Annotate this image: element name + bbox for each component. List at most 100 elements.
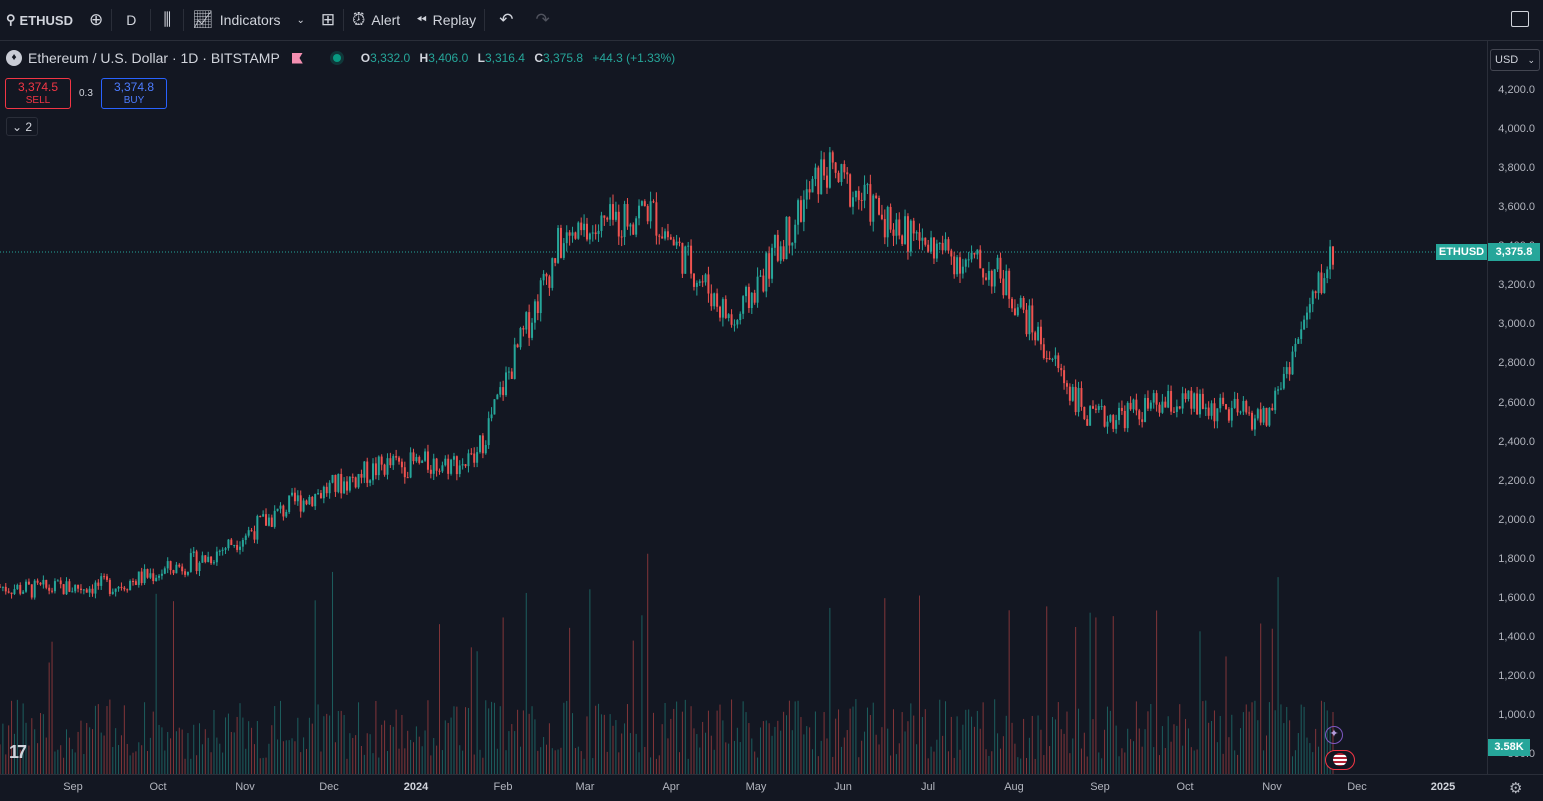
fullscreen-button[interactable] bbox=[1511, 11, 1529, 27]
candle-body bbox=[1022, 297, 1025, 310]
candle-body bbox=[143, 569, 146, 584]
time-label: Sep bbox=[63, 781, 83, 793]
volume-bar bbox=[1251, 702, 1253, 774]
volume-bar bbox=[713, 749, 715, 774]
candle-body bbox=[476, 452, 479, 463]
volume-bar bbox=[598, 703, 600, 774]
volume-bar bbox=[1294, 750, 1296, 774]
volume-bar bbox=[482, 757, 484, 774]
volume-bar bbox=[1095, 617, 1097, 774]
candle-body bbox=[904, 216, 907, 244]
candle-body bbox=[1175, 406, 1178, 412]
candle-body bbox=[62, 584, 65, 595]
candle-body bbox=[88, 588, 91, 593]
volume-bar bbox=[543, 737, 545, 774]
candle-body bbox=[958, 257, 961, 274]
candle-body bbox=[820, 159, 823, 195]
redo-button[interactable]: ↷ bbox=[527, 0, 557, 41]
candle-body bbox=[19, 584, 22, 594]
candle-body bbox=[192, 551, 195, 554]
candle-body bbox=[626, 204, 629, 227]
sparkle-event-icon[interactable]: ✦ bbox=[1325, 726, 1343, 744]
time-axis[interactable]: ⚙ Sep Oct Nov Dec 2024 Feb Mar Apr May Jun Jul Aug S… bbox=[0, 774, 1543, 801]
candle-body bbox=[883, 219, 886, 238]
templates-dropdown[interactable]: ⌄ bbox=[288, 0, 312, 41]
volume-bar bbox=[1202, 701, 1204, 774]
candle-body bbox=[985, 277, 988, 280]
flag-icon[interactable] bbox=[291, 52, 303, 64]
candle-body bbox=[1019, 297, 1022, 308]
volume-bar bbox=[109, 699, 111, 774]
volume-bar bbox=[363, 754, 365, 774]
indicators-button[interactable]: 📈︎ Indicators bbox=[184, 0, 288, 41]
candle-body bbox=[13, 589, 16, 595]
candle-body bbox=[918, 232, 921, 241]
volume-bar bbox=[971, 716, 973, 774]
alert-button[interactable]: ⏰︎ Alert bbox=[344, 0, 408, 41]
currency-select[interactable]: USD ⌄ bbox=[1490, 49, 1540, 71]
volume-bar bbox=[1248, 711, 1250, 774]
candle-body bbox=[1332, 246, 1334, 265]
volume-bar bbox=[681, 711, 683, 774]
us-economic-event-icon[interactable] bbox=[1325, 750, 1355, 770]
candle-body bbox=[1236, 398, 1239, 413]
volume-bar bbox=[1017, 757, 1019, 774]
candle-body bbox=[120, 586, 123, 588]
volume-bar bbox=[175, 731, 177, 774]
volume-bar bbox=[1132, 741, 1134, 774]
candle-body bbox=[1126, 402, 1129, 429]
compare-button[interactable]: ⊕ bbox=[81, 0, 111, 41]
price-label: 3,800.0 bbox=[1498, 162, 1535, 175]
legend-title[interactable]: Ethereum / U.S. Dollar · 1D · BITSTAMP bbox=[28, 50, 280, 66]
candle-body bbox=[224, 548, 227, 550]
tradingview-logo[interactable]: 17 bbox=[9, 742, 27, 762]
undo-button[interactable]: ↶ bbox=[485, 0, 527, 41]
candle-body bbox=[82, 589, 85, 591]
symbol-search-button[interactable]: ⚲ ETHUSD bbox=[0, 0, 81, 41]
buy-label: BUY bbox=[123, 95, 145, 106]
candle-body bbox=[935, 243, 938, 259]
candle-body bbox=[372, 463, 375, 481]
collapse-indicators-button[interactable]: ⌄ 2 bbox=[6, 117, 38, 136]
market-status-icon[interactable] bbox=[332, 54, 341, 62]
candle-body bbox=[308, 496, 311, 505]
candle-body bbox=[461, 464, 464, 466]
candle-body bbox=[571, 232, 574, 236]
volume-bar bbox=[887, 728, 889, 774]
replay-button[interactable]: ⏪︎ Replay bbox=[408, 0, 484, 41]
candle-body bbox=[669, 237, 672, 240]
price-chart[interactable] bbox=[0, 41, 1487, 774]
volume-bar bbox=[1286, 706, 1288, 774]
interval-button[interactable]: D bbox=[112, 0, 150, 41]
volume-bar bbox=[1216, 742, 1218, 774]
volume-bar bbox=[673, 708, 675, 774]
candle-body bbox=[1326, 269, 1329, 279]
close-value: 3,375.8 bbox=[543, 51, 584, 65]
settings-gear-icon[interactable]: ⚙ bbox=[1509, 780, 1523, 797]
volume-bar bbox=[248, 721, 250, 774]
price-label: 2,800.0 bbox=[1498, 357, 1535, 370]
volume-bar bbox=[288, 740, 290, 774]
candle-body bbox=[487, 418, 490, 446]
time-label: May bbox=[745, 781, 767, 793]
volume-bar bbox=[424, 730, 426, 774]
volume-bar bbox=[1199, 631, 1201, 774]
volume-bar bbox=[34, 729, 36, 774]
ohlc-values: O3,332.0 H3,406.0 L3,316.4 C3,375.8 +44.… bbox=[361, 51, 681, 65]
candle-body bbox=[484, 445, 487, 454]
price-axis[interactable]: 4,200.04,000.03,800.03,600.03,400.03,200… bbox=[1487, 41, 1543, 774]
volume-bar bbox=[485, 700, 487, 774]
price-label: 1,000.0 bbox=[1498, 709, 1535, 722]
volume-bar bbox=[1159, 755, 1161, 774]
candle-body bbox=[343, 481, 346, 494]
candle-body bbox=[221, 549, 224, 551]
candle-body bbox=[447, 458, 450, 474]
volume-bar bbox=[401, 714, 403, 774]
buy-button[interactable]: 3,374.8 BUY bbox=[101, 78, 167, 109]
sell-button[interactable]: 3,374.5 SELL bbox=[5, 78, 71, 109]
chart-type-button[interactable]: ⫼ bbox=[151, 0, 183, 41]
candle-body bbox=[85, 589, 88, 593]
candle-body bbox=[987, 270, 990, 280]
layouts-button[interactable]: ⊞ bbox=[313, 0, 343, 41]
candle-body bbox=[499, 387, 502, 395]
